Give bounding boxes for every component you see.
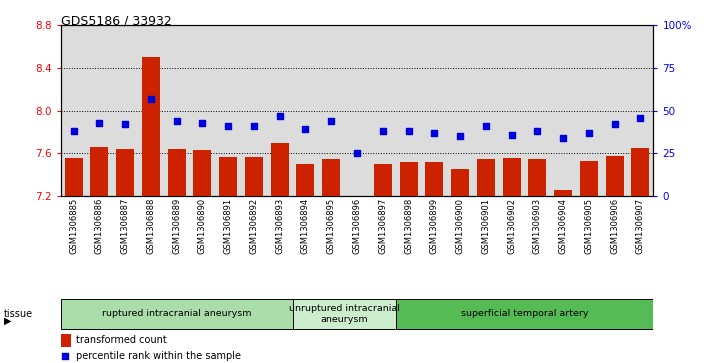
Point [94, 120, 105, 126]
Bar [631, 148, 650, 196]
Bar [605, 155, 623, 196]
Text: GSM1306896: GSM1306896 [353, 198, 361, 254]
Bar [322, 159, 341, 196]
Text: GSM1306892: GSM1306892 [249, 198, 258, 254]
Bar [503, 158, 521, 196]
Point [248, 123, 260, 129]
Bar [296, 164, 314, 196]
Point [480, 123, 491, 129]
Text: GSM1306906: GSM1306906 [610, 198, 619, 254]
Point [274, 113, 286, 119]
Text: transformed count: transformed count [76, 335, 166, 345]
Text: GSM1306891: GSM1306891 [223, 198, 233, 254]
Text: ▶: ▶ [4, 316, 11, 326]
Text: GSM1306900: GSM1306900 [456, 198, 465, 254]
Point [506, 132, 518, 138]
Bar [142, 57, 160, 196]
Point [377, 128, 388, 134]
Bar [245, 156, 263, 196]
Bar [528, 159, 546, 196]
Bar [168, 149, 186, 196]
Text: GSM1306904: GSM1306904 [558, 198, 568, 254]
Bar [400, 162, 418, 196]
Bar [219, 156, 237, 196]
Point [394, 284, 406, 290]
Text: GSM1306895: GSM1306895 [327, 198, 336, 254]
Bar [426, 162, 443, 196]
Text: GSM1306886: GSM1306886 [95, 198, 104, 254]
Text: GSM1306885: GSM1306885 [69, 198, 78, 254]
Bar [116, 149, 134, 196]
Text: GSM1306899: GSM1306899 [430, 198, 439, 254]
Point [532, 128, 543, 134]
Text: GSM1306887: GSM1306887 [121, 198, 130, 254]
Text: GSM1306888: GSM1306888 [146, 198, 156, 254]
Text: unruptured intracranial
aneurysm: unruptured intracranial aneurysm [288, 304, 400, 324]
Text: GSM1306889: GSM1306889 [172, 198, 181, 254]
Text: GSM1306903: GSM1306903 [533, 198, 542, 254]
Point [428, 130, 440, 136]
Text: ruptured intracranial aneurysm: ruptured intracranial aneurysm [102, 310, 251, 318]
Point [635, 115, 646, 121]
Text: GSM1306890: GSM1306890 [198, 198, 207, 254]
FancyBboxPatch shape [293, 299, 396, 329]
Point [609, 122, 620, 127]
Text: GDS5186 / 33932: GDS5186 / 33932 [61, 15, 171, 28]
Point [223, 123, 234, 129]
Text: GSM1306898: GSM1306898 [404, 198, 413, 254]
Text: GSM1306902: GSM1306902 [507, 198, 516, 254]
Point [454, 133, 466, 139]
Bar [271, 143, 288, 196]
Text: percentile rank within the sample: percentile rank within the sample [76, 351, 241, 362]
Point [171, 118, 182, 124]
Text: superficial temporal artery: superficial temporal artery [461, 310, 588, 318]
Point [68, 128, 79, 134]
Bar [373, 164, 392, 196]
Point [300, 127, 311, 132]
FancyBboxPatch shape [396, 299, 653, 329]
Text: GSM1306905: GSM1306905 [584, 198, 593, 254]
Bar [193, 150, 211, 196]
Bar [64, 158, 83, 196]
Point [403, 128, 414, 134]
FancyBboxPatch shape [61, 299, 293, 329]
Bar [90, 147, 109, 196]
Point [196, 120, 208, 126]
Point [583, 130, 595, 136]
Point [558, 135, 569, 141]
Bar [580, 161, 598, 196]
Point [351, 150, 363, 156]
Text: GSM1306893: GSM1306893 [275, 198, 284, 254]
Text: GSM1306907: GSM1306907 [636, 198, 645, 254]
Text: GSM1306901: GSM1306901 [481, 198, 491, 254]
Bar [451, 170, 469, 196]
Point [326, 118, 337, 124]
Point [119, 122, 131, 127]
Bar [477, 159, 495, 196]
Bar [554, 189, 572, 196]
Text: GSM1306894: GSM1306894 [301, 198, 310, 254]
Bar [61, 334, 71, 347]
Text: GSM1306897: GSM1306897 [378, 198, 387, 254]
Point [145, 96, 156, 102]
Text: tissue: tissue [4, 309, 33, 319]
